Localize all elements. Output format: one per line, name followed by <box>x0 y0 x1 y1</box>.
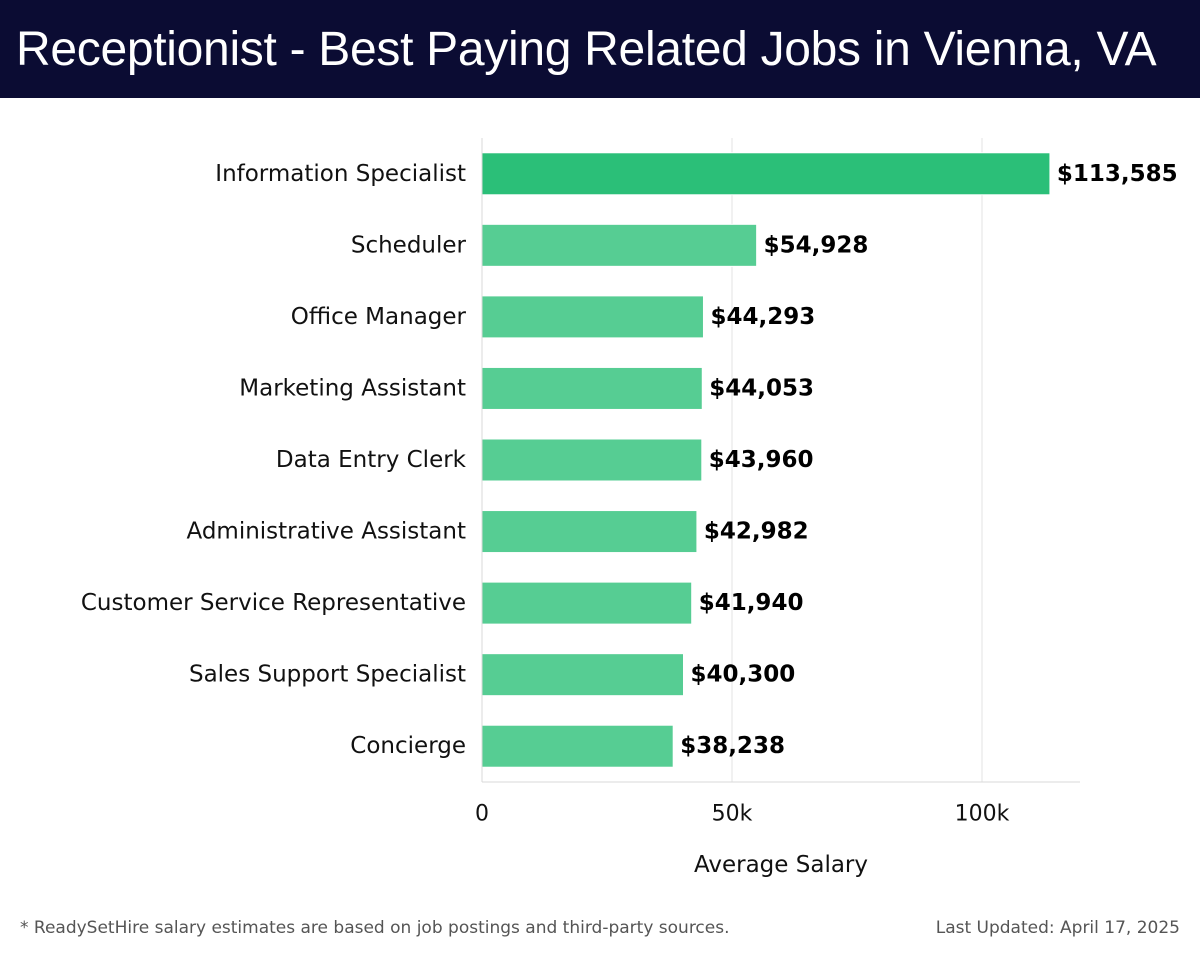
bar-chart: Information Specialist $113,585 Scheduler $… <box>81 138 1178 878</box>
x-axis-title: Average Salary <box>694 852 868 878</box>
value-label-2: $44,293 <box>710 304 815 330</box>
bar-5 <box>481 510 698 554</box>
x-tick-label-1: 50k <box>712 802 753 827</box>
value-label-7: $40,300 <box>691 662 796 688</box>
category-label-7: Sales Support Specialist <box>189 662 466 688</box>
x-tick-label-0: 0 <box>475 802 489 827</box>
category-label-3: Marketing Assistant <box>239 375 466 401</box>
value-label-4: $43,960 <box>709 447 814 473</box>
bars <box>481 152 1051 768</box>
value-label-6: $41,940 <box>699 590 804 616</box>
value-label-8: $38,238 <box>680 733 785 759</box>
value-label-0: $113,585 <box>1057 161 1178 187</box>
category-label-8: Concierge <box>350 733 466 759</box>
value-label-1: $54,928 <box>764 232 869 258</box>
bar-8 <box>481 724 674 768</box>
category-label-6: Customer Service Representative <box>81 590 466 616</box>
value-label-5: $42,982 <box>704 519 809 545</box>
labels: Information Specialist $113,585 Scheduler $… <box>81 161 1178 759</box>
bar-4 <box>481 438 703 482</box>
category-label-0: Information Specialist <box>215 161 466 187</box>
bar-7 <box>481 653 684 697</box>
x-axis: 0 50k 100k Average Salary <box>475 138 1080 878</box>
bar-3 <box>481 366 703 410</box>
bar-1 <box>481 223 758 267</box>
bar-0 <box>481 152 1051 196</box>
footnote: * ReadySetHire salary estimates are base… <box>20 918 730 938</box>
x-tick-label-2: 100k <box>955 802 1010 827</box>
category-label-4: Data Entry Clerk <box>276 447 467 473</box>
category-label-5: Administrative Assistant <box>186 519 466 545</box>
title-bar: Receptionist - Best Paying Related Jobs … <box>0 0 1200 98</box>
bar-2 <box>481 295 704 339</box>
category-label-1: Scheduler <box>351 232 467 258</box>
chart-title: Receptionist - Best Paying Related Jobs … <box>16 23 1157 76</box>
category-label-2: Office Manager <box>291 304 467 330</box>
last-updated: Last Updated: April 17, 2025 <box>935 918 1180 938</box>
value-label-3: $44,053 <box>709 375 814 401</box>
bar-6 <box>481 581 693 625</box>
